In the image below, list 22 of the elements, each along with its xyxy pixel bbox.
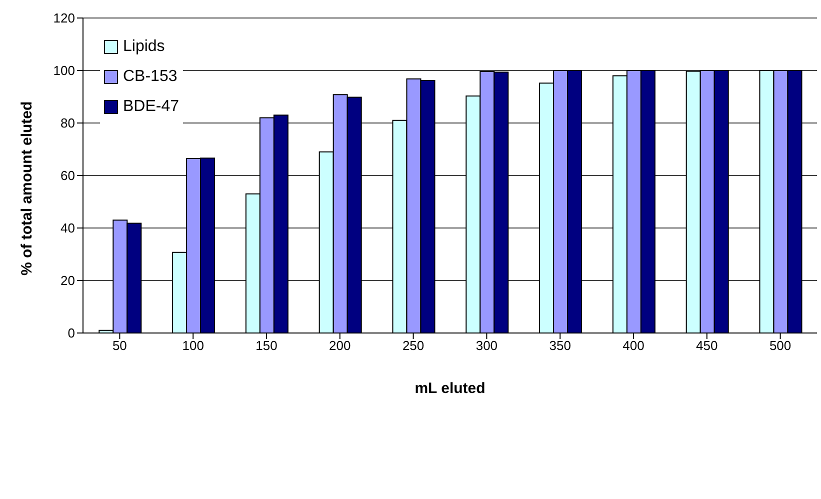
y-axis-title: % of total amount eluted (18, 101, 36, 276)
y-tick-label: 100 (53, 63, 75, 78)
legend-label: BDE-47 (123, 98, 180, 116)
x-tick-label: 400 (622, 338, 644, 354)
legend-label: Lipids (123, 38, 165, 56)
y-tick-label: 80 (60, 116, 75, 131)
x-tick-label: 100 (182, 338, 204, 354)
x-tick-label: 450 (696, 338, 718, 354)
legend-label: CB-153 (123, 68, 178, 86)
y-tick-label: 40 (60, 220, 75, 236)
x-tick-label: 350 (549, 338, 571, 354)
x-tick-label: 200 (329, 338, 351, 354)
x-tick-label: 50 (112, 338, 127, 354)
x-tick-label: 250 (402, 338, 424, 354)
y-tick-label: 0 (68, 326, 75, 341)
x-tick-label: 150 (256, 338, 278, 354)
y-tick-label: 120 (53, 10, 75, 26)
x-tick-label: 300 (476, 338, 498, 354)
y-tick-label: 20 (60, 273, 75, 288)
y-tick-label: 60 (60, 168, 75, 184)
x-axis-title: mL eluted (414, 380, 486, 397)
x-tick-label: 500 (769, 338, 792, 354)
